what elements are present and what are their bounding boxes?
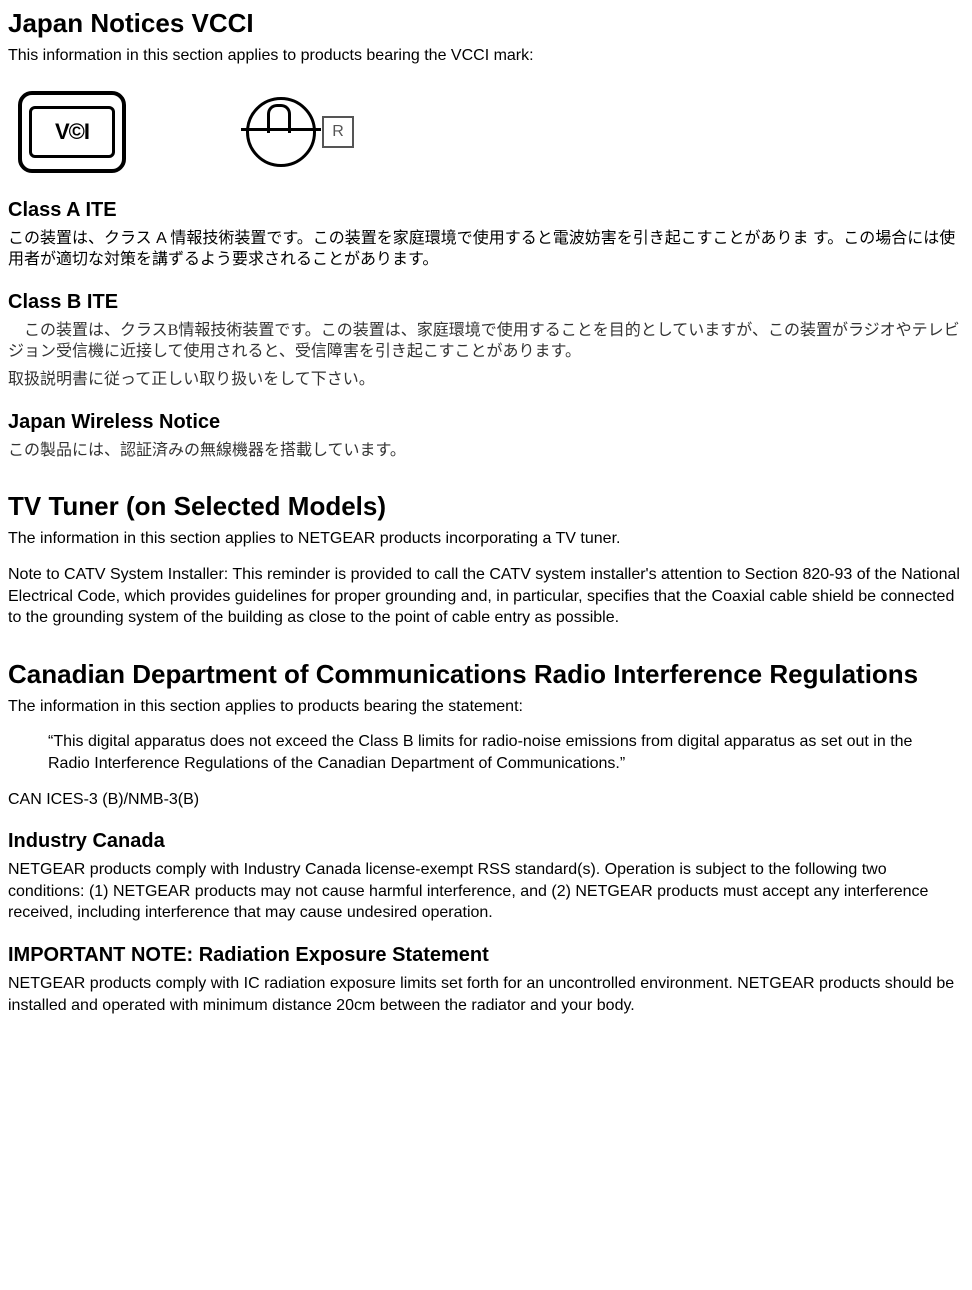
canada-intro: The information in this section applies … <box>8 696 964 718</box>
heading-industry-canada: Industry Canada <box>8 828 964 855</box>
vcci-logo-icon: V©I <box>18 91 126 173</box>
class-a-text: この装置は、クラス A 情報技術装置です。この装置を家庭環境で使用すると電波妨害… <box>8 228 964 271</box>
radiation-text: NETGEAR products comply with IC radiatio… <box>8 973 964 1016</box>
r-mark-circle-icon <box>246 97 316 167</box>
class-b-text: この装置は、クラスB情報技術装置です。この装置は、家庭環境で使用することを目的と… <box>8 320 964 363</box>
heading-class-a-ite: Class A ITE <box>8 197 964 224</box>
heading-class-b-ite: Class B ITE <box>8 289 964 316</box>
industry-canada-text: NETGEAR products comply with Industry Ca… <box>8 859 964 924</box>
vcci-logo-text: V©I <box>29 106 115 158</box>
heading-radiation: IMPORTANT NOTE: Radiation Exposure State… <box>8 942 964 969</box>
japan-wireless-text: この製品には、認証済みの無線機器を搭載しています。 <box>8 440 964 462</box>
canada-quote: “This digital apparatus does not exceed … <box>48 731 940 774</box>
tv-note-label: Note <box>8 566 42 583</box>
class-b-text2: 取扱説明書に従って正しい取り扱いをして下さい。 <box>8 369 964 391</box>
heading-japan-vcci: Japan Notices VCCI <box>8 6 964 41</box>
tv-note: Note to CATV System Installer: This remi… <box>8 564 964 629</box>
r-mark-icon: R <box>246 97 354 167</box>
tv-intro: The information in this section applies … <box>8 528 964 550</box>
heading-tv-tuner: TV Tuner (on Selected Models) <box>8 489 964 524</box>
heading-japan-wireless: Japan Wireless Notice <box>8 409 964 436</box>
canada-ices: CAN ICES-3 (B)/NMB-3(B) <box>8 789 964 811</box>
heading-canada: Canadian Department of Communications Ra… <box>8 657 964 692</box>
logo-row: V©I R <box>18 91 964 173</box>
r-mark-letter: R <box>322 116 354 148</box>
tv-note-body: to CATV System Installer: This reminder … <box>8 566 960 626</box>
japan-intro: This information in this section applies… <box>8 45 964 67</box>
